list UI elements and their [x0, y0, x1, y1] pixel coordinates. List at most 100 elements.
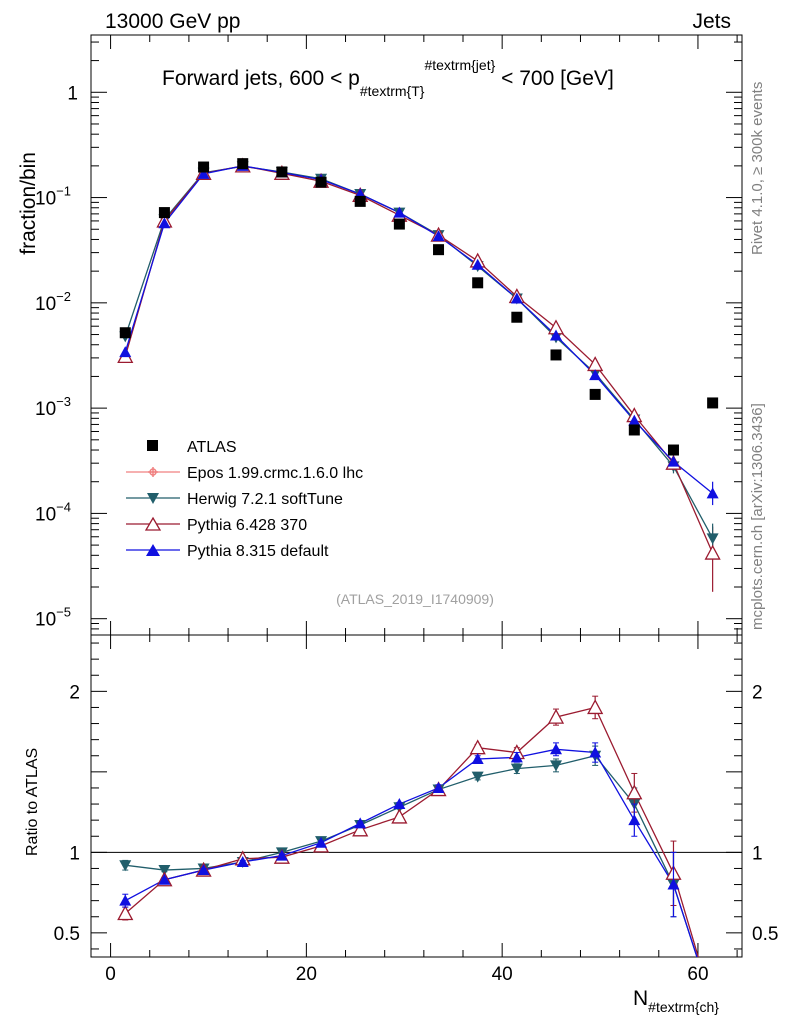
series-pythia [124, 165, 714, 957]
plot-title-main: Forward jets, 600 < p [162, 67, 360, 90]
ratio-point [315, 836, 328, 848]
legend-label-atlas: ATLAS [187, 439, 237, 456]
ratio-point [547, 708, 565, 724]
y-tick-label: 1 [67, 83, 78, 104]
atlas-data-point [276, 166, 288, 178]
legend-marker-herwig [147, 493, 159, 504]
x-axis-label: N#textrm{ch} [633, 987, 719, 1015]
main-point [432, 230, 445, 242]
ratio-panel-frame [90, 634, 743, 958]
main-series-line [124, 165, 714, 494]
atlas-data-point [707, 397, 719, 409]
ratio-point [352, 821, 369, 837]
atlas-data-point [667, 444, 679, 456]
plot-title-tail: < 700 [GeV] [495, 67, 614, 90]
x-axis-label-subscript: #textrm{ch} [648, 999, 719, 1015]
main-point [510, 292, 523, 304]
ratio-point [587, 699, 604, 715]
main-point [706, 533, 719, 545]
plot-title: Forward jets, 600 < p#textrm{T} #textrm{j… [162, 57, 614, 99]
axis-ticks: 0 20 40 60 1 10−1 10−2 10−3 10−4 10−5 0.5 0.5 1 1 2 2 [35, 35, 778, 985]
series-herwig [124, 165, 714, 957]
ratio-y-tick-label-left: 2 [69, 682, 80, 703]
atlas-data-point [315, 176, 327, 188]
atlas-data-point [354, 195, 366, 207]
rivet-version-label: Rivet 4.1.0, ≥ 300k events [749, 82, 766, 255]
analysis-id-label: (ATLAS_2019_I1740909) [336, 591, 494, 607]
ratio-point [119, 860, 132, 872]
main-point [197, 167, 210, 179]
ratio-point [158, 873, 171, 885]
legend-marker-epos [148, 467, 158, 477]
series-pythia [124, 165, 714, 957]
legend-label-epos: Epos 1.99.crmc.1.6.0 lhc [187, 465, 363, 482]
ratio-series-line [124, 748, 698, 957]
legend-label-pythia6: Pythia 6.428 370 [187, 517, 307, 534]
atlas-data-point [158, 207, 170, 219]
ratio-point [589, 746, 602, 758]
x-tick-label: 0 [105, 964, 116, 985]
atlas-data-point [511, 311, 523, 323]
legend-marker-atlas [147, 440, 158, 451]
legend-marker-pythia6 [144, 516, 162, 531]
x-axis-label-main: N [633, 987, 648, 1010]
main-y-axis-label: fraction/bin [17, 152, 40, 255]
atlas-data-point [119, 327, 131, 339]
ratio-point [393, 798, 406, 810]
ratio-point [119, 894, 132, 906]
ratio-point [510, 751, 523, 763]
x-tick-label: 60 [687, 964, 708, 985]
legend: ATLAS Epos 1.99.crmc.1.6.0 lhc Herwig 7.… [126, 439, 363, 560]
y-tick-label: 10−1 [35, 184, 71, 210]
atlas-data-point [237, 158, 249, 170]
legend-marker-pythia8 [146, 544, 160, 556]
main-point [550, 329, 562, 341]
y-tick-label: 10−3 [35, 394, 71, 420]
y-tick-label: 10−2 [35, 289, 71, 315]
ratio-point [158, 865, 171, 877]
ratio-point [628, 814, 641, 826]
atlas-data-point [550, 349, 562, 361]
ratio-y-tick-label-right: 2 [752, 682, 763, 703]
main-series-line [124, 165, 714, 539]
main-point [119, 346, 132, 358]
plot-title-subscript: #textrm{T} [360, 83, 425, 99]
ratio-point [510, 763, 523, 775]
atlas-data-point [198, 161, 210, 173]
ratio-y-tick-label-left: 0.5 [54, 924, 80, 945]
main-point [704, 544, 721, 560]
legend-label-pythia8: Pythia 8.315 default [187, 543, 329, 560]
ratio-point [354, 817, 367, 829]
ratio-y-axis-label: Ratio to ATLAS [24, 748, 41, 856]
ratio-point [197, 864, 210, 876]
main-point [667, 455, 680, 467]
x-tick-label: 40 [492, 964, 513, 985]
ratio-y-tick-label-left: 1 [69, 843, 80, 864]
data-marks [91, 157, 742, 957]
ratio-point [471, 752, 484, 764]
atlas-data-point [472, 277, 484, 289]
ratio-point [469, 739, 486, 755]
ratio-point [667, 878, 680, 890]
ratio-point [432, 781, 445, 793]
ratio-point [236, 856, 249, 868]
main-point [589, 369, 602, 381]
ratio-y-tick-label-right: 0.5 [752, 924, 778, 945]
legend-label-herwig: Herwig 7.2.1 softTune [187, 491, 343, 508]
plot-title-superscript: #textrm{jet} [424, 57, 495, 73]
ratio-point [550, 760, 562, 772]
main-point [393, 206, 406, 218]
main-point [471, 258, 484, 270]
ratio-series-line [124, 706, 699, 957]
y-tick-label: 10−5 [35, 605, 71, 631]
main-point [628, 414, 641, 426]
atlas-data-point [589, 388, 601, 400]
ratio-point [471, 771, 484, 783]
ratio-y-tick-label-right: 1 [752, 843, 763, 864]
ratio-point [117, 905, 134, 921]
ratio-point [550, 743, 562, 755]
x-tick-label: 20 [296, 964, 317, 985]
main-point [706, 487, 719, 499]
ratio-point [391, 808, 408, 824]
atlas-data-point [433, 244, 445, 256]
